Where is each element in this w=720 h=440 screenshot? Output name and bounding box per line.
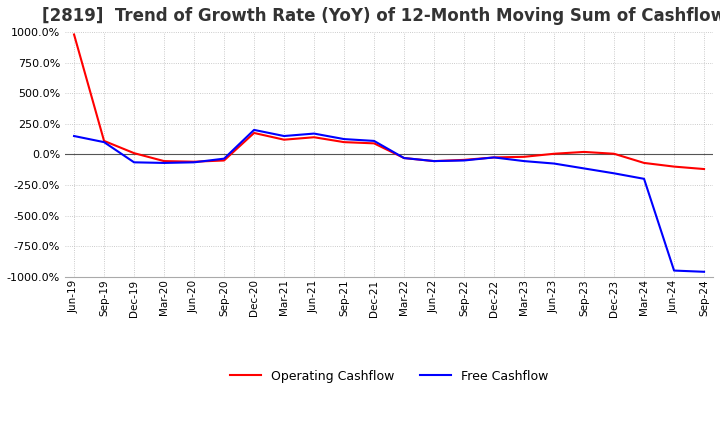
- Operating Cashflow: [400, 155, 408, 161]
- Free Cashflow: [160, 160, 168, 165]
- Free Cashflow: [490, 155, 498, 160]
- Operating Cashflow: [280, 137, 289, 142]
- Free Cashflow: [550, 161, 559, 166]
- Free Cashflow: [400, 155, 408, 161]
- Operating Cashflow: [70, 32, 78, 37]
- Operating Cashflow: [310, 135, 318, 140]
- Free Cashflow: [640, 176, 649, 181]
- Operating Cashflow: [340, 139, 348, 145]
- Free Cashflow: [430, 158, 438, 164]
- Free Cashflow: [340, 136, 348, 142]
- Legend: Operating Cashflow, Free Cashflow: Operating Cashflow, Free Cashflow: [225, 365, 553, 388]
- Free Cashflow: [70, 133, 78, 139]
- Free Cashflow: [250, 127, 258, 132]
- Free Cashflow: [370, 138, 379, 143]
- Free Cashflow: [460, 158, 469, 163]
- Free Cashflow: [100, 139, 109, 145]
- Free Cashflow: [130, 160, 138, 165]
- Operating Cashflow: [100, 138, 109, 143]
- Operating Cashflow: [580, 149, 588, 154]
- Free Cashflow: [310, 131, 318, 136]
- Free Cashflow: [520, 158, 528, 164]
- Line: Free Cashflow: Free Cashflow: [74, 130, 704, 272]
- Operating Cashflow: [220, 158, 228, 163]
- Operating Cashflow: [160, 158, 168, 164]
- Free Cashflow: [700, 269, 708, 275]
- Title: [2819]  Trend of Growth Rate (YoY) of 12-Month Moving Sum of Cashflows: [2819] Trend of Growth Rate (YoY) of 12-…: [42, 7, 720, 25]
- Operating Cashflow: [700, 166, 708, 172]
- Operating Cashflow: [460, 157, 469, 162]
- Operating Cashflow: [610, 151, 618, 156]
- Free Cashflow: [610, 171, 618, 176]
- Free Cashflow: [280, 133, 289, 139]
- Operating Cashflow: [190, 159, 199, 165]
- Operating Cashflow: [430, 158, 438, 164]
- Operating Cashflow: [130, 150, 138, 156]
- Operating Cashflow: [370, 141, 379, 146]
- Operating Cashflow: [670, 164, 678, 169]
- Operating Cashflow: [490, 155, 498, 160]
- Operating Cashflow: [520, 154, 528, 159]
- Line: Operating Cashflow: Operating Cashflow: [74, 34, 704, 169]
- Operating Cashflow: [550, 151, 559, 156]
- Free Cashflow: [190, 160, 199, 165]
- Free Cashflow: [670, 268, 678, 273]
- Operating Cashflow: [640, 160, 649, 165]
- Operating Cashflow: [250, 130, 258, 136]
- Free Cashflow: [220, 156, 228, 161]
- Free Cashflow: [580, 166, 588, 171]
